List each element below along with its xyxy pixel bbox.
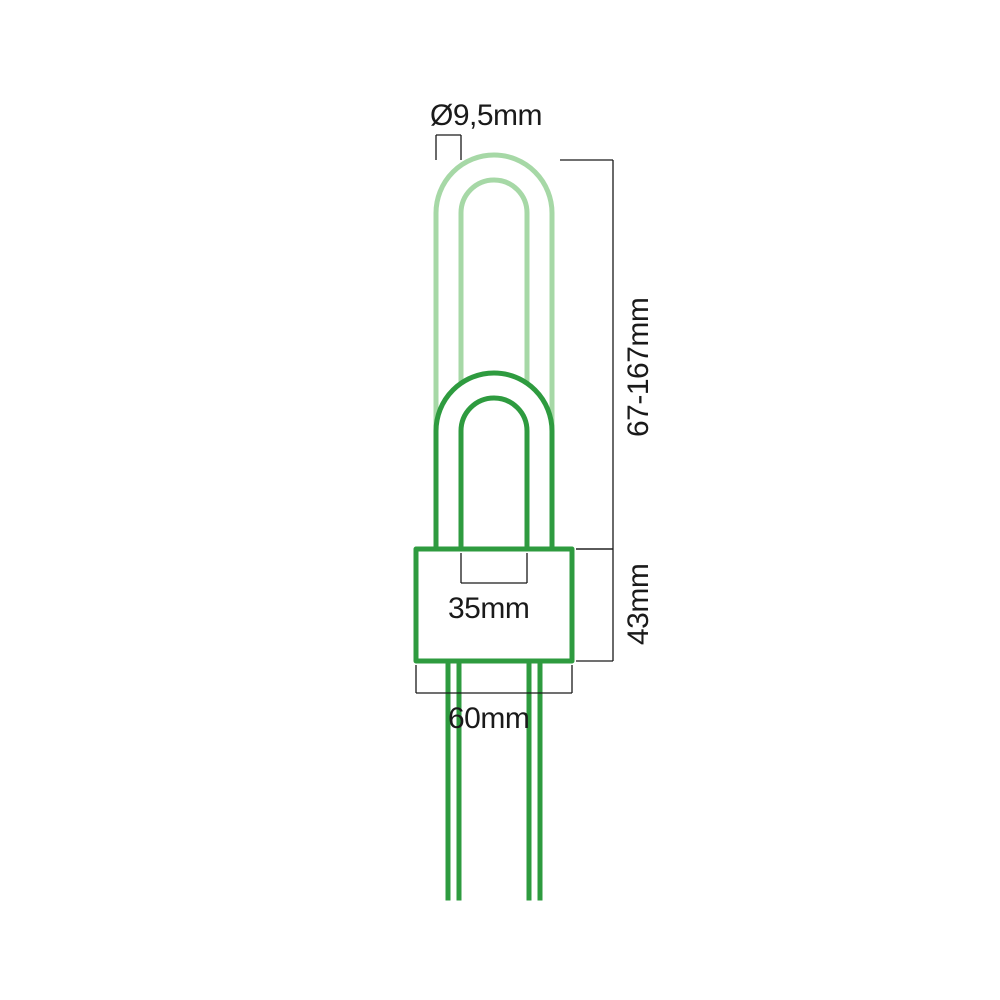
label-shackle-diameter: Ø9,5mm (430, 99, 542, 132)
diagram-stage: :root { --text-color: #1a1a1a; } (0, 0, 1000, 1000)
label-body-width: 60mm (448, 702, 529, 735)
diagram-svg: :root { --text-color: #1a1a1a; } (0, 0, 1000, 1000)
dim-shackle-diameter (436, 135, 461, 160)
label-shackle-height: 67-167mm (622, 298, 655, 437)
dim-body-height (576, 549, 613, 661)
label-body-height: 43mm (622, 564, 655, 645)
shackle-retracted (436, 373, 552, 549)
dim-shackle-height (560, 160, 613, 549)
legs (448, 664, 540, 898)
label-shackle-inner-width: 35mm (448, 592, 529, 625)
dim-body-width (416, 665, 572, 693)
